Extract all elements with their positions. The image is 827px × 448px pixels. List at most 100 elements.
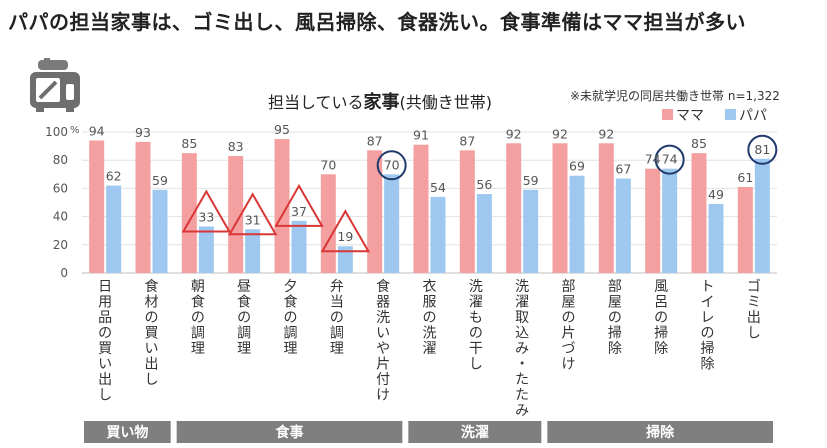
bar-papa bbox=[662, 168, 678, 273]
value-label-papa: 37 bbox=[291, 204, 307, 219]
bar-mama bbox=[367, 150, 383, 273]
category-label: 風呂の掃除 bbox=[654, 279, 668, 357]
value-label-mama: 92 bbox=[552, 126, 568, 141]
data-labels: 9462935985338331953770198770915487569259… bbox=[89, 122, 771, 244]
bar-papa bbox=[569, 175, 585, 273]
category-label: ゴミ出し bbox=[747, 278, 761, 342]
headline: パパの担当家事は、ゴミ出し、風呂掃除、食器洗い。食事準備はママ担当が多い bbox=[8, 10, 746, 34]
value-label-mama: 85 bbox=[181, 136, 197, 151]
value-label-papa: 69 bbox=[569, 159, 585, 174]
value-label-papa: 49 bbox=[708, 187, 724, 202]
value-label-papa: 31 bbox=[245, 212, 261, 227]
sample-note: ※未就学児の同居共働き世帯 n=1,322 bbox=[570, 88, 780, 103]
bar-mama bbox=[552, 143, 568, 273]
y-tick-label: 100 bbox=[45, 125, 68, 139]
value-label-mama: 85 bbox=[691, 136, 707, 151]
category-label: トイレの掃除 bbox=[701, 279, 715, 373]
value-label-mama: 95 bbox=[274, 122, 290, 137]
y-axis: 0 20 40 60 80 100% bbox=[45, 125, 79, 280]
category-label: 夕食の調理 bbox=[284, 279, 298, 357]
group-label: 買い物 bbox=[106, 424, 148, 441]
bar-papa bbox=[337, 246, 353, 273]
annotation-marks bbox=[181, 134, 778, 253]
category-label: 日用品の買い出し bbox=[98, 279, 112, 404]
chart-title: 担当している家事(共働き世帯) bbox=[268, 91, 492, 113]
legend-label-papa: パパ bbox=[739, 108, 767, 124]
group-label: 食事 bbox=[276, 424, 304, 441]
legend-swatch-mama bbox=[662, 109, 673, 120]
x-axis-categories: 日用品の買い出し 食材の買い出し 朝食の調理 昼食の調理 夕食の調理 弁当の調理 食器洗いや… bbox=[98, 278, 761, 419]
legend-label-mama: ママ bbox=[676, 108, 704, 124]
value-label-papa: 67 bbox=[615, 162, 631, 177]
triangle-mark bbox=[227, 192, 278, 236]
grid bbox=[82, 131, 777, 274]
value-label-mama: 87 bbox=[459, 133, 475, 148]
category-label: 部屋の掃除 bbox=[608, 279, 622, 357]
value-label-papa: 19 bbox=[337, 229, 353, 244]
circle-mark bbox=[376, 150, 407, 181]
value-label-papa: 54 bbox=[430, 180, 446, 195]
bar-mama bbox=[413, 144, 429, 273]
bar-mama bbox=[135, 141, 151, 273]
bar-mama bbox=[598, 143, 614, 273]
bar-papa bbox=[708, 203, 724, 273]
value-label-mama: 61 bbox=[737, 170, 753, 185]
category-label: 衣服の洗濯 bbox=[423, 279, 437, 357]
y-tick-label: 20 bbox=[53, 238, 68, 252]
value-label-papa: 59 bbox=[523, 173, 539, 188]
bar-mama bbox=[506, 143, 522, 273]
value-label-mama: 91 bbox=[413, 128, 429, 143]
category-label: 食材の買い出し bbox=[145, 278, 159, 388]
bar-mama bbox=[89, 140, 105, 273]
value-label-papa: 56 bbox=[476, 177, 492, 192]
group-band bbox=[408, 421, 542, 443]
bar-papa bbox=[245, 229, 261, 273]
bar-papa bbox=[476, 194, 492, 273]
bar-papa bbox=[754, 158, 770, 273]
value-label-mama: 87 bbox=[367, 133, 383, 148]
legend: ママ パパ bbox=[662, 108, 767, 124]
category-groups: 買い物 食事 洗濯 掃除 bbox=[84, 421, 773, 443]
toaster-icon bbox=[30, 58, 80, 112]
category-label: 部屋の片づけ bbox=[562, 279, 576, 373]
group-label: 掃除 bbox=[646, 424, 675, 441]
bar-papa bbox=[291, 220, 307, 273]
group-band bbox=[84, 421, 171, 443]
y-tick-label: 40 bbox=[53, 210, 68, 224]
triangle-mark bbox=[181, 189, 232, 233]
bar-mama bbox=[228, 155, 244, 273]
bar-papa bbox=[523, 189, 539, 273]
bar-mama bbox=[459, 150, 475, 273]
bars bbox=[89, 139, 770, 273]
y-tick-label: 80 bbox=[53, 153, 68, 167]
category-label: 昼食の調理 bbox=[237, 279, 251, 357]
bar-mama bbox=[274, 139, 290, 273]
value-label-mama: 70 bbox=[320, 157, 336, 172]
bar-papa bbox=[384, 174, 400, 273]
category-label: 洗濯もの干し bbox=[469, 279, 483, 373]
bar-papa bbox=[615, 178, 631, 273]
category-label: 食器洗いや片付け bbox=[376, 278, 390, 404]
value-label-papa: 81 bbox=[754, 142, 770, 157]
value-label-papa: 70 bbox=[384, 157, 400, 172]
bar-mama bbox=[645, 168, 661, 273]
triangle-mark bbox=[320, 209, 371, 253]
value-label-mama: 83 bbox=[228, 139, 244, 154]
value-label-papa: 33 bbox=[198, 209, 214, 224]
value-label-papa: 59 bbox=[152, 173, 168, 188]
value-label-mama: 92 bbox=[598, 126, 614, 141]
category-label: 朝食の調理 bbox=[191, 279, 205, 357]
bar-papa bbox=[430, 196, 446, 273]
value-label-mama: 94 bbox=[89, 123, 105, 138]
group-band bbox=[547, 421, 773, 443]
bar-mama bbox=[691, 153, 707, 273]
value-label-mama: 92 bbox=[506, 126, 522, 141]
bar-papa bbox=[152, 189, 168, 273]
y-unit: % bbox=[70, 125, 80, 136]
triangle-mark bbox=[274, 183, 324, 227]
bar-mama bbox=[320, 174, 336, 273]
bar-mama bbox=[737, 186, 753, 273]
group-band bbox=[176, 421, 403, 443]
category-label: 弁当の調理 bbox=[330, 279, 344, 357]
